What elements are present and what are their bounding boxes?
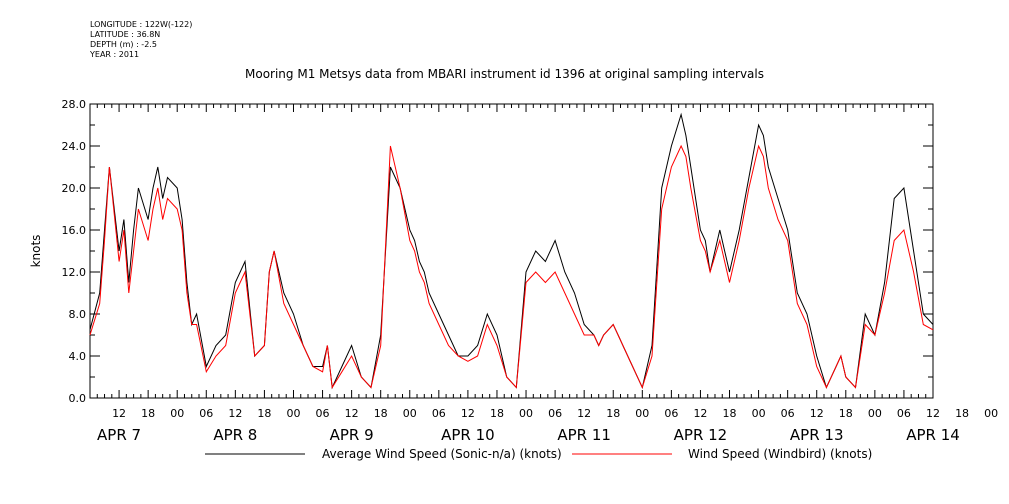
series-windbird-line bbox=[89, 144, 934, 389]
longitude-text: LONGITUDE : 122W(-122) bbox=[90, 20, 193, 29]
x-hour-label: 00 bbox=[984, 407, 998, 420]
x-hour-label: 12 bbox=[693, 407, 707, 420]
x-hour-label: 06 bbox=[897, 407, 911, 420]
x-hour-label: 00 bbox=[635, 407, 649, 420]
x-hour-label: 18 bbox=[257, 407, 271, 420]
series-group bbox=[89, 112, 934, 390]
x-hour-label: 12 bbox=[345, 407, 359, 420]
x-day-label: APR 10 bbox=[441, 426, 495, 444]
year-text: YEAR : 2011 bbox=[90, 50, 140, 59]
y-tick-label: 28.0 bbox=[62, 98, 87, 111]
x-hour-label: 00 bbox=[752, 407, 766, 420]
x-hour-label: 00 bbox=[403, 407, 417, 420]
x-hour-label: 12 bbox=[228, 407, 242, 420]
x-hour-label: 06 bbox=[316, 407, 330, 420]
x-hour-label: 18 bbox=[606, 407, 620, 420]
x-day-label: APR 9 bbox=[330, 426, 374, 444]
x-hour-label: 18 bbox=[839, 407, 853, 420]
x-hour-label: 18 bbox=[955, 407, 969, 420]
x-hour-label: 06 bbox=[548, 407, 562, 420]
series-average-wind-line bbox=[89, 112, 934, 390]
x-hour-label: 06 bbox=[781, 407, 795, 420]
x-hour-label: 12 bbox=[112, 407, 126, 420]
y-tick-label: 16.0 bbox=[62, 224, 87, 237]
y-tick-label: 8.0 bbox=[69, 308, 87, 321]
x-day-label: APR 14 bbox=[906, 426, 960, 444]
y-tick-label: 4.0 bbox=[69, 350, 87, 363]
x-day-label: APR 11 bbox=[557, 426, 611, 444]
chart-title: Mooring M1 Metsys data from MBARI instru… bbox=[245, 67, 764, 81]
x-day-label: APR 7 bbox=[97, 426, 141, 444]
x-hour-label: 12 bbox=[461, 407, 475, 420]
x-hour-label: 12 bbox=[577, 407, 591, 420]
x-hour-label: 18 bbox=[141, 407, 155, 420]
axes-group: 0.0 4.0 8.0 12.0 16.0 20.0 24.0 28.0 12 18 00 06 12 1… bbox=[62, 98, 999, 444]
y-tick-label: 0.0 bbox=[69, 392, 87, 405]
latitude-text: LATITUDE : 36.8N bbox=[90, 30, 161, 39]
x-hour-label: 12 bbox=[926, 407, 940, 420]
x-hour-label: 06 bbox=[199, 407, 213, 420]
y-tick-label: 20.0 bbox=[62, 182, 87, 195]
legend: Average Wind Speed (Sonic-n/a) (knots) W… bbox=[205, 447, 872, 461]
legend-label-windbird: Wind Speed (Windbird) (knots) bbox=[688, 447, 872, 461]
x-hour-label: 06 bbox=[664, 407, 678, 420]
x-hour-label: 00 bbox=[868, 407, 882, 420]
x-day-label: APR 8 bbox=[213, 426, 257, 444]
x-hour-label: 18 bbox=[490, 407, 504, 420]
x-hour-label: 00 bbox=[519, 407, 533, 420]
y-tick-label: 24.0 bbox=[62, 140, 87, 153]
x-hour-label: 18 bbox=[723, 407, 737, 420]
x-day-label: APR 12 bbox=[674, 426, 728, 444]
y-tick-label: 12.0 bbox=[62, 266, 87, 279]
y-axis-label: knots bbox=[29, 235, 43, 268]
depth-text: DEPTH (m) : -2.5 bbox=[90, 40, 157, 49]
x-hour-label: 00 bbox=[286, 407, 300, 420]
plot-frame bbox=[89, 103, 934, 399]
x-hour-label: 18 bbox=[374, 407, 388, 420]
x-hour-label: 12 bbox=[810, 407, 824, 420]
x-hour-label: 06 bbox=[432, 407, 446, 420]
x-day-label: APR 13 bbox=[790, 426, 844, 444]
x-hour-label: 00 bbox=[170, 407, 184, 420]
legend-label-average: Average Wind Speed (Sonic-n/a) (knots) bbox=[322, 447, 562, 461]
mooring-metadata: LONGITUDE : 122W(-122) LATITUDE : 36.8N … bbox=[90, 20, 192, 60]
